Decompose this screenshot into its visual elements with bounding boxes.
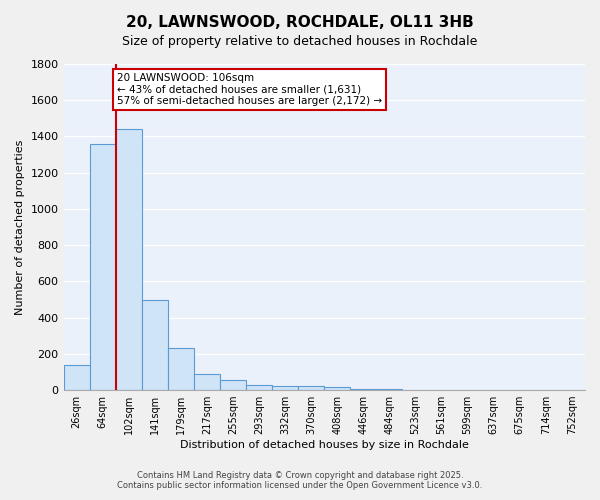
Y-axis label: Number of detached properties: Number of detached properties <box>15 140 25 314</box>
Bar <box>116 129 142 390</box>
Text: Size of property relative to detached houses in Rochdale: Size of property relative to detached ho… <box>122 35 478 48</box>
Bar <box>272 386 298 390</box>
Bar <box>376 389 403 390</box>
Bar <box>350 389 376 390</box>
X-axis label: Distribution of detached houses by size in Rochdale: Distribution of detached houses by size … <box>180 440 469 450</box>
Bar <box>324 388 350 390</box>
Text: Contains HM Land Registry data © Crown copyright and database right 2025.
Contai: Contains HM Land Registry data © Crown c… <box>118 470 482 490</box>
Bar <box>64 364 89 390</box>
Bar <box>246 384 272 390</box>
Bar <box>298 386 324 390</box>
Text: 20 LAWNSWOOD: 106sqm
← 43% of detached houses are smaller (1,631)
57% of semi-de: 20 LAWNSWOOD: 106sqm ← 43% of detached h… <box>117 73 382 106</box>
Bar <box>194 374 220 390</box>
Bar <box>89 144 116 390</box>
Bar <box>142 300 168 390</box>
Bar <box>220 380 246 390</box>
Bar <box>168 348 194 390</box>
Text: 20, LAWNSWOOD, ROCHDALE, OL11 3HB: 20, LAWNSWOOD, ROCHDALE, OL11 3HB <box>126 15 474 30</box>
